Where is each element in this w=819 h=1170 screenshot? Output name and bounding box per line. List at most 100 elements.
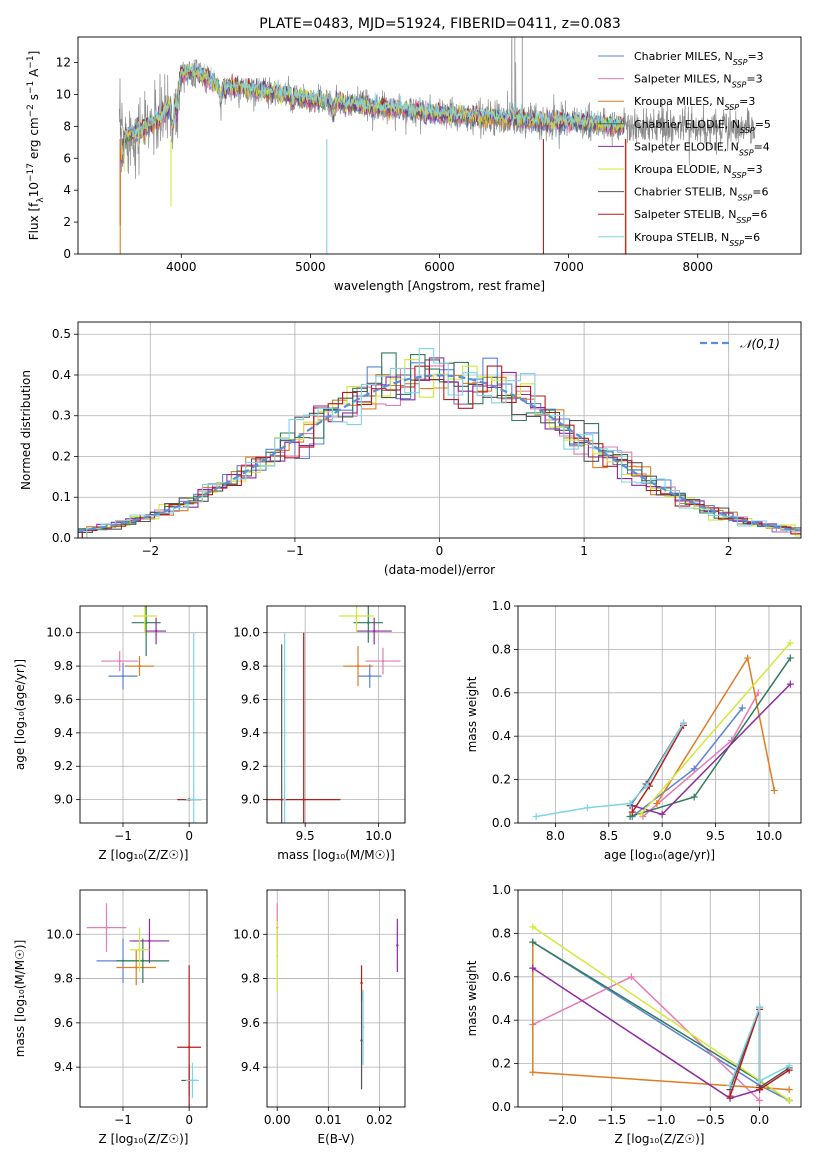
legend-entry: Salpeter ELODIE, NSSP=4 <box>634 140 770 157</box>
mass_vs_ebv-xtick-label: 0.01 <box>315 1113 342 1127</box>
spectrum-model-3 <box>120 64 625 155</box>
spectrum-xtick-label: 8000 <box>682 260 713 274</box>
massweight_vs_Z-marker-2 <box>785 1086 793 1094</box>
legend-entry-sub: SSP <box>732 80 747 89</box>
massweight_vs_age-ytick-label: 0.0 <box>492 816 511 830</box>
massweight_vs_Z-line-4 <box>532 967 760 1100</box>
spectrum-model-4 <box>120 63 625 164</box>
legend-entry-sub: SSP <box>733 58 748 67</box>
mass_vs_ebv-xtick-label: 0.00 <box>264 1113 291 1127</box>
age_vs_Z-ytick-label: 9.8 <box>54 659 73 673</box>
age_vs_Z-ytick-label: 9.4 <box>54 726 73 740</box>
residuals-ylabel: Normed distribution <box>19 370 33 490</box>
residuals-ytick-label: 0.5 <box>52 327 71 341</box>
mass_vs_ebv-xlabel: E(B-V) <box>317 1132 354 1146</box>
age_vs_Z-ytick-label: 10.0 <box>46 626 73 640</box>
massweight_vs_Z-xtick-label: −1.5 <box>597 1113 626 1127</box>
age_vs_mass-ytick-label: 9.0 <box>241 793 260 807</box>
age_vs_Z-ylabel: age [log₁₀(age/yr)] <box>13 659 27 770</box>
age_vs_Z-point-3 <box>144 621 148 624</box>
mass_vs_ebv-plot-area <box>267 890 405 1107</box>
residuals-ytick-label: 0.2 <box>52 449 71 463</box>
massweight_vs_Z-ytick-label: 0.0 <box>492 1100 511 1114</box>
massweight_vs_age-line-8 <box>536 722 685 818</box>
massweight_vs_age-marker-8 <box>642 782 650 790</box>
legend-entry: Salpeter STELIB, NSSP=6 <box>634 208 767 225</box>
residuals-xtick-label: −1 <box>286 544 304 558</box>
spectrum-xtick-label: 7000 <box>553 260 584 274</box>
massweight_vs_age-xtick-label: 8.0 <box>546 829 565 843</box>
massweight_vs_age-marker-8 <box>583 804 591 812</box>
massweight_vs_age-marker-8 <box>626 799 634 807</box>
age_vs_mass-xtick-label: 10.0 <box>365 829 392 843</box>
massweight_vs_age-marker-2 <box>744 654 752 662</box>
mass_vs_ebv-point-5 <box>276 955 279 958</box>
massweight_vs_age-marker-3 <box>786 654 794 662</box>
massweight_vs_age-xtick-label: 10.0 <box>756 829 783 843</box>
legend-entry-tail: =4 <box>754 140 770 153</box>
massweight_vs_age-marker-0 <box>690 765 698 773</box>
legend-entry-tail: =6 <box>752 186 768 199</box>
age_vs_mass-xlabel: mass [log₁₀(M/M☉)] <box>277 848 395 862</box>
residual-histogram-8 <box>86 348 801 538</box>
legend-entry-base: Chabrier STELIB, N <box>634 186 738 199</box>
spectrum-ylabel-part: −17 <box>26 163 36 182</box>
age_vs_Z-point-8 <box>192 798 195 801</box>
massweight_vs_Z-plot-area <box>518 890 801 1107</box>
spectrum-xtick-label: 4000 <box>166 260 197 274</box>
age_vs_Z-plot-area <box>80 606 207 823</box>
massweight_vs_age-marker-0 <box>738 704 746 712</box>
spectrum-ylabel-part: 10 <box>27 182 41 197</box>
massweight_vs_age-line-3 <box>629 657 791 818</box>
spectrum-ytick-label: 10 <box>56 87 71 101</box>
spectrum-xlabel: wavelength [Angstrom, rest frame] <box>334 279 545 293</box>
residuals-panel: −2 −1 0 1 2 0.0 0.1 0.2 0.3 0.4 0.5 (data-model)/er… <box>19 321 802 577</box>
age_vs_mass-ytick-label: 9.4 <box>241 726 260 740</box>
mass_vs_Z-point-3 <box>141 959 145 963</box>
mass_vs_ebv-point-8 <box>361 1026 365 1029</box>
legend-entry-base: Salpeter STELIB, N <box>634 208 736 221</box>
massweight_vs_Z-ytick-label: 0.8 <box>492 926 511 940</box>
legend-entry-base: Chabrier MILES, N <box>634 50 733 63</box>
age_vs_Z-point-0 <box>121 674 125 678</box>
age_vs_mass-point-5 <box>355 614 358 618</box>
spectrum-ylabel: Flux [fλ10−17 erg cm−2 s−1 A−1] <box>26 51 46 241</box>
legend-entry: Kroupa MILES, NSSP=3 <box>634 95 755 112</box>
legend-entry-base: Salpeter MILES, N <box>634 73 732 86</box>
massweight_vs_Z-marker-8 <box>785 1062 793 1070</box>
spectrum-ytick-label: 0 <box>63 247 71 261</box>
legend-entry-sub: SSP <box>729 238 744 247</box>
mass_vs_ebv-panel: 0.00 0.01 0.02 9.4 9.6 9.8 10.0 E(B-V) <box>233 889 406 1146</box>
spectrum-ytick-label: 8 <box>63 119 71 133</box>
mass_vs_ebv-frame <box>266 889 406 1108</box>
legend-entry: Kroupa STELIB, NSSP=6 <box>634 231 760 248</box>
massweight_vs_age-ylabel: mass weight <box>465 676 479 752</box>
mass_vs_ebv-point-7 <box>360 981 363 985</box>
age_vs_mass-ytick-label: 10.0 <box>233 626 260 640</box>
spectrum-ylabel-part: ] <box>27 51 41 56</box>
age_vs_mass-plot-area <box>267 606 405 823</box>
legend-entry-tail: =3 <box>746 163 762 176</box>
spectrum-model-8 <box>120 62 625 156</box>
mass_vs_Z-point-2 <box>135 966 138 969</box>
massweight_vs_age-marker-4 <box>658 810 666 818</box>
massweight_vs_Z-marker-5 <box>785 1096 793 1104</box>
age_vs_mass-panel: 9.5 10.0 9.0 9.2 9.4 9.6 9.8 10.0 mass [log₁₀(M/… <box>233 605 406 862</box>
massweight_vs_Z-marker-5 <box>529 923 537 931</box>
residuals-xtick-label: 0 <box>436 544 444 558</box>
normal-reference-curve <box>78 374 799 532</box>
massweight_vs_age-marker-2 <box>653 799 661 807</box>
massweight_vs_Z-marker-8 <box>756 1077 764 1085</box>
massweight_vs_Z-marker-1 <box>756 1096 764 1104</box>
spectrum-ylabel-part: −2 <box>26 104 36 117</box>
massweight_vs_Z-xtick-label: −2.0 <box>548 1113 577 1127</box>
massweight_vs_Z-marker-8 <box>726 1081 734 1089</box>
massweight_vs_Z-line-1 <box>532 975 761 1102</box>
massweight_vs_age-marker-1 <box>754 689 762 697</box>
legend-entry-tail: =6 <box>744 231 760 244</box>
legend-entry-base: Chabrier ELODIE, N <box>634 118 740 131</box>
massweight_vs_age-marker-3 <box>690 793 698 801</box>
massweight_vs_age-xtick-label: 9.0 <box>653 829 672 843</box>
massweight_vs_Z-ytick-label: 0.6 <box>492 970 511 984</box>
normal-legend-label: 𝒩(0,1) <box>740 337 780 351</box>
